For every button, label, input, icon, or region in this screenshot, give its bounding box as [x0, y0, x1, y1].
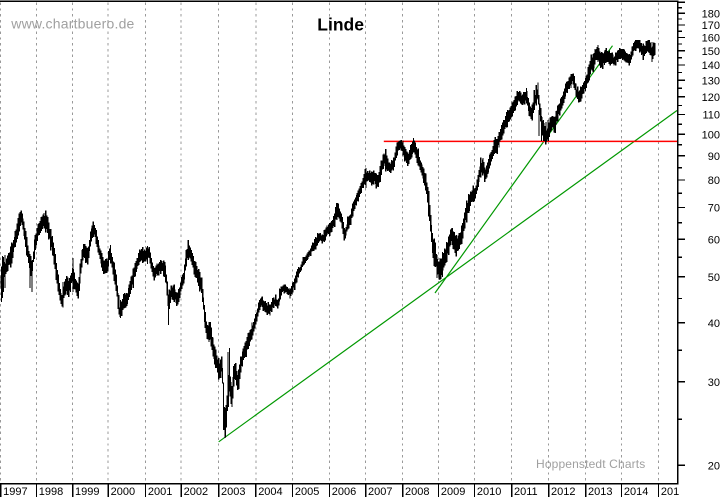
svg-text:2001: 2001 [148, 486, 172, 497]
svg-text:2005: 2005 [295, 486, 319, 497]
svg-text:2012: 2012 [551, 486, 575, 497]
svg-text:2006: 2006 [332, 486, 356, 497]
svg-text:Hoppenstedt Charts: Hoppenstedt Charts [536, 457, 645, 471]
svg-text:2011: 2011 [514, 486, 538, 497]
svg-text:1999: 1999 [75, 486, 99, 497]
svg-text:2003: 2003 [221, 486, 245, 497]
svg-text:201: 201 [661, 486, 679, 497]
svg-text:150: 150 [702, 46, 720, 58]
svg-text:120: 120 [702, 92, 720, 104]
svg-text:160: 160 [702, 33, 720, 45]
svg-text:2004: 2004 [258, 486, 282, 497]
svg-text:2014: 2014 [624, 486, 648, 497]
svg-text:70: 70 [708, 203, 720, 215]
svg-text:1997: 1997 [3, 486, 27, 497]
svg-text:40: 40 [708, 318, 720, 330]
svg-text:110: 110 [702, 110, 720, 122]
svg-text:30: 30 [708, 377, 720, 389]
svg-text:60: 60 [708, 234, 720, 246]
svg-text:90: 90 [708, 151, 720, 163]
svg-text:140: 140 [702, 60, 720, 72]
svg-text:100: 100 [702, 129, 720, 141]
svg-text:2008: 2008 [405, 486, 429, 497]
svg-text:2010: 2010 [477, 486, 501, 497]
svg-text:130: 130 [702, 75, 720, 87]
svg-text:2002: 2002 [184, 486, 208, 497]
svg-text:170: 170 [702, 20, 720, 32]
svg-text:20: 20 [708, 460, 720, 472]
svg-text:2009: 2009 [441, 486, 465, 497]
svg-text:www.chartbuero.de: www.chartbuero.de [10, 15, 134, 31]
svg-text:50: 50 [708, 272, 720, 284]
svg-text:80: 80 [708, 175, 720, 187]
svg-text:2013: 2013 [588, 486, 612, 497]
svg-text:2007: 2007 [368, 486, 392, 497]
svg-text:Linde: Linde [317, 15, 364, 35]
svg-text:180: 180 [702, 8, 720, 20]
svg-text:1998: 1998 [39, 486, 63, 497]
svg-text:2000: 2000 [111, 486, 135, 497]
